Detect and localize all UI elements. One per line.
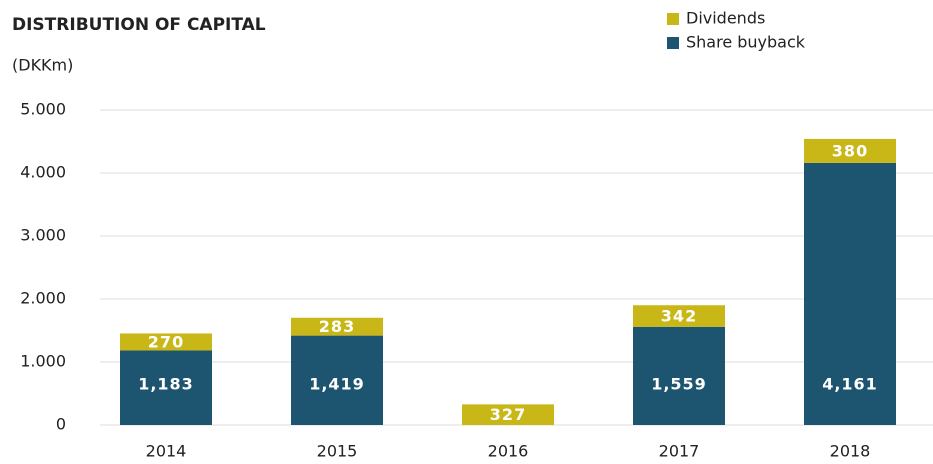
y-tick-label: 1.000 (20, 352, 66, 371)
bar-segment (804, 162, 896, 425)
bar-segment (120, 333, 212, 351)
y-tick-label: 0 (56, 415, 66, 434)
data-label: 1,183 (138, 375, 194, 394)
y-tick-label: 2.000 (20, 289, 66, 308)
data-label: 270 (148, 332, 184, 351)
bar-segment (804, 138, 896, 163)
bar-segment (462, 404, 554, 425)
legend-label: Dividends (686, 9, 765, 28)
x-tick-label: 2015 (317, 442, 358, 461)
x-tick-label: 2017 (659, 442, 700, 461)
data-label: 327 (490, 405, 526, 424)
data-label: 4,161 (822, 375, 878, 394)
bar-segment (291, 335, 383, 425)
y-tick-label: 5.000 (20, 100, 66, 119)
x-tick-label: 2016 (488, 442, 529, 461)
data-label: 342 (661, 307, 697, 326)
legend-swatch (667, 13, 679, 25)
data-label: 1,559 (651, 375, 707, 394)
x-tick-label: 2014 (146, 442, 187, 461)
bar-segment (633, 305, 725, 327)
bar-segment (291, 317, 383, 336)
bar-segment (120, 350, 212, 425)
bar-segment (633, 326, 725, 425)
y-tick-label: 3.000 (20, 226, 66, 245)
x-tick-label: 2018 (830, 442, 871, 461)
chart-subtitle: (DKKm) (12, 56, 73, 75)
legend-label: Share buyback (686, 33, 806, 52)
y-tick-label: 4.000 (20, 163, 66, 182)
legend-swatch (667, 37, 679, 49)
chart-title: DISTRIBUTION OF CAPITAL (12, 15, 266, 35)
data-label: 380 (832, 141, 868, 160)
data-label: 1,419 (309, 375, 365, 394)
data-label: 283 (319, 317, 355, 336)
